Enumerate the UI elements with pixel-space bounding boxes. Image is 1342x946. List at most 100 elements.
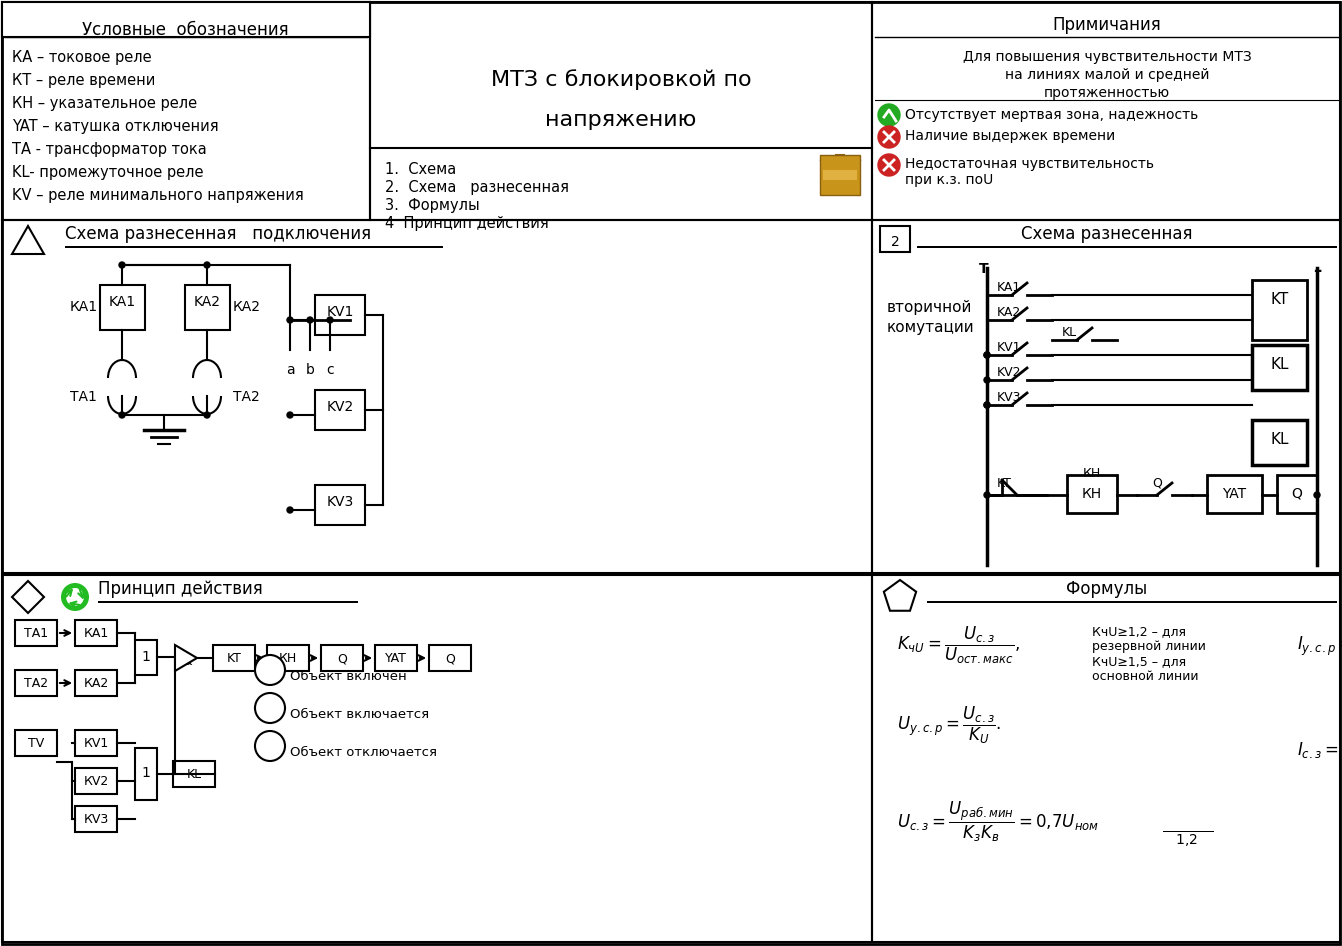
- Text: KT: KT: [997, 477, 1012, 490]
- Text: КV3: КV3: [83, 813, 109, 826]
- Text: КН: КН: [1082, 487, 1102, 501]
- Text: 1: 1: [24, 238, 32, 252]
- Bar: [1252, 420, 1307, 465]
- Bar: [15, 730, 56, 756]
- Circle shape: [204, 412, 209, 418]
- Text: КчU≥1,2 – для
резервной линии
КчU≥1,5 – для
основной линии: КчU≥1,2 – для резервной линии КчU≥1,5 – …: [1092, 625, 1206, 683]
- Bar: [321, 645, 362, 671]
- Text: КV1: КV1: [83, 737, 109, 750]
- Circle shape: [878, 154, 900, 176]
- Text: вкл: вкл: [262, 670, 279, 680]
- Circle shape: [287, 412, 293, 418]
- Bar: [315, 295, 365, 335]
- Text: $\overline{\quad 1{,}2 \quad}$: $\overline{\quad 1{,}2 \quad}$: [1162, 830, 1213, 850]
- Circle shape: [255, 655, 285, 685]
- Circle shape: [119, 412, 125, 418]
- Bar: [136, 748, 157, 800]
- Text: напряжению: напряжению: [545, 110, 696, 130]
- Text: 4  Принцип действия: 4 Принцип действия: [385, 216, 549, 231]
- Text: Объект отключается: Объект отключается: [290, 745, 437, 759]
- Text: YAT: YAT: [1223, 487, 1247, 501]
- Bar: [872, 220, 1341, 573]
- Text: KL: KL: [1062, 326, 1078, 339]
- Circle shape: [119, 262, 125, 268]
- Text: Принцип действия: Принцип действия: [98, 580, 263, 598]
- Text: KV – реле минимального напряжения: KV – реле минимального напряжения: [12, 188, 303, 203]
- Text: KV3: KV3: [326, 495, 354, 509]
- Text: Объект включен: Объект включен: [290, 670, 407, 682]
- Bar: [374, 645, 417, 671]
- Text: YAT – катушка отключения: YAT – катушка отключения: [12, 119, 219, 134]
- Text: KA1: KA1: [109, 295, 136, 309]
- Bar: [1252, 280, 1307, 340]
- Text: T: T: [980, 262, 989, 276]
- Circle shape: [255, 693, 285, 723]
- Bar: [75, 670, 117, 696]
- Text: KV1: KV1: [997, 341, 1021, 354]
- Text: МТЗ с блокировкой по: МТЗ с блокировкой по: [491, 70, 752, 91]
- Bar: [315, 390, 365, 430]
- Text: KL: KL: [1271, 432, 1290, 447]
- Text: 3.  Формулы: 3. Формулы: [385, 198, 479, 213]
- Bar: [75, 620, 117, 646]
- Circle shape: [287, 507, 293, 513]
- Text: протяженностью: протяженностью: [1044, 86, 1170, 100]
- Text: Q: Q: [446, 652, 455, 665]
- Text: КА1: КА1: [70, 300, 98, 314]
- Text: KL: KL: [1271, 357, 1290, 372]
- Bar: [927, 602, 1337, 603]
- Text: 2.  Схема   разнесенная: 2. Схема разнесенная: [385, 180, 569, 195]
- Text: $I_{у.с.р} = \dfrac{K_з K_{сх}}{K_в K_I} I_{раб.макс}.$: $I_{у.с.р} = \dfrac{K_з K_{сх}}{K_в K_I}…: [1296, 625, 1342, 666]
- Text: КН: КН: [279, 652, 297, 665]
- Text: Q: Q: [337, 652, 348, 665]
- Text: 3: 3: [896, 595, 905, 608]
- Text: ТА - трансформатор тока: ТА - трансформатор тока: [12, 142, 207, 157]
- Text: Схема разнесенная: Схема разнесенная: [1021, 225, 1193, 243]
- Text: КА – токовое реле: КА – токовое реле: [12, 50, 152, 65]
- Circle shape: [327, 317, 333, 323]
- Text: комутации: комутации: [887, 320, 974, 335]
- Circle shape: [287, 317, 293, 323]
- Text: Условные  обозначения: Условные обозначения: [82, 21, 289, 39]
- Text: КV2: КV2: [83, 775, 109, 788]
- Circle shape: [204, 262, 209, 268]
- Text: KT: KT: [227, 652, 242, 665]
- Text: ТА1: ТА1: [70, 390, 97, 404]
- Text: YAT: YAT: [385, 652, 407, 665]
- Text: Для повышения чувствительности МТЗ: Для повышения чувствительности МТЗ: [962, 50, 1251, 64]
- Bar: [1278, 475, 1317, 513]
- Text: 4: 4: [24, 594, 32, 607]
- Text: ТА2: ТА2: [234, 390, 260, 404]
- Bar: [75, 806, 117, 832]
- Text: откл: откл: [258, 746, 282, 756]
- Circle shape: [984, 352, 990, 358]
- Circle shape: [307, 317, 313, 323]
- Bar: [1067, 475, 1117, 513]
- Circle shape: [1314, 492, 1321, 498]
- Text: КТ – реле времени: КТ – реле времени: [12, 73, 156, 88]
- Bar: [370, 2, 872, 220]
- Circle shape: [878, 104, 900, 126]
- Bar: [872, 575, 1341, 942]
- Bar: [136, 640, 157, 675]
- Text: KA2: KA2: [193, 295, 220, 309]
- Bar: [173, 761, 215, 787]
- Bar: [315, 485, 365, 525]
- Circle shape: [984, 492, 990, 498]
- Polygon shape: [174, 645, 197, 671]
- Text: c: c: [326, 363, 334, 377]
- Bar: [185, 285, 229, 330]
- Text: КА1: КА1: [83, 627, 109, 640]
- Bar: [820, 155, 860, 195]
- Text: $U_{у.с.р} = \dfrac{U_{с.з}}{K_U}.$: $U_{у.с.р} = \dfrac{U_{с.з}}{K_U}.$: [896, 705, 1001, 746]
- Text: Q: Q: [1291, 487, 1303, 501]
- Bar: [1, 575, 872, 942]
- Text: Отсутствует мертвая зона, надежность: Отсутствует мертвая зона, надежность: [905, 108, 1198, 122]
- Bar: [880, 226, 910, 252]
- Bar: [1206, 475, 1261, 513]
- Text: КН: КН: [1083, 467, 1102, 480]
- Circle shape: [984, 377, 990, 383]
- Bar: [429, 645, 471, 671]
- Text: КА2: КА2: [83, 677, 109, 690]
- Circle shape: [984, 402, 990, 408]
